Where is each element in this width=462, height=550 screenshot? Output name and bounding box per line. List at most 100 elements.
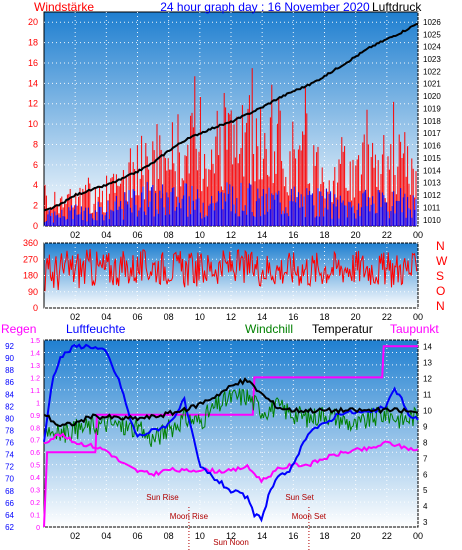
y-tick-label-pressure: 1023 — [423, 55, 441, 64]
y-tick-label-humidity: 86 — [5, 378, 14, 387]
y-tick-label-humidity: 66 — [5, 499, 14, 508]
y-tick-label-humidity: 76 — [5, 439, 14, 448]
y-tick-label-pressure: 1021 — [423, 80, 441, 89]
luftfeuchte-label: Luftfeuchte — [66, 322, 126, 336]
x-tick-label: 14 — [257, 531, 267, 541]
x-tick-label: 02 — [70, 312, 80, 322]
y-tick-label-direction: 270 — [23, 254, 38, 264]
y-tick-label-pressure: 1018 — [423, 117, 441, 126]
y-tick-label-pressure: 1017 — [423, 129, 441, 138]
x-tick-label: 14 — [257, 312, 267, 322]
y-tick-label-humidity: 90 — [5, 354, 14, 363]
y-tick-label-direction: 0 — [33, 303, 38, 313]
x-tick-label: 08 — [164, 531, 174, 541]
y-tick-label-humidity: 74 — [5, 451, 14, 460]
y-tick-label-temperature: 10 — [423, 406, 432, 415]
regen-label: Regen — [1, 322, 36, 336]
y-tick-label-temperature: 14 — [423, 342, 432, 351]
y-tick-label-humidity: 80 — [5, 414, 14, 423]
y-tick-label-temperature: 5 — [423, 486, 428, 495]
x-tick-label: 00 — [413, 531, 423, 541]
y-tick-label-humidity: 70 — [5, 475, 14, 484]
temperature-line — [43, 377, 419, 428]
y-tick-label-pressure: 1014 — [423, 166, 441, 175]
x-tick-label: 10 — [195, 230, 205, 240]
taupunkt-label: Taupunkt — [390, 322, 439, 336]
x-tick-label: 04 — [101, 230, 111, 240]
y-tick-label-rain: 1.4 — [30, 350, 40, 357]
x-tick-label: 22 — [382, 312, 392, 322]
x-tick-label: 18 — [319, 230, 329, 240]
y-tick-label-temperature: 7 — [423, 454, 428, 463]
windchill-line — [43, 388, 419, 447]
compass-letter: N — [436, 239, 445, 253]
y-tick-label-temperature: 8 — [423, 438, 428, 447]
y-tick-label-temperature: 3 — [423, 518, 428, 527]
y-tick-label-rain: 0.7 — [30, 438, 40, 445]
y-tick-label-rain: 1.2 — [30, 375, 40, 382]
y-tick-label-wind: 12 — [28, 99, 38, 109]
y-tick-label-rain: 0.1 — [30, 513, 40, 520]
y-tick-label-humidity: 64 — [5, 511, 14, 520]
y-tick-label-direction: 360 — [23, 238, 38, 248]
x-tick-label: 10 — [195, 531, 205, 541]
pressure-line — [43, 22, 419, 212]
x-tick-label: 22 — [382, 230, 392, 240]
y-tick-label-wind: 6 — [33, 160, 38, 170]
y-tick-label-temperature: 12 — [423, 374, 432, 383]
x-tick-label: 16 — [288, 531, 298, 541]
compass-letter: O — [436, 284, 445, 298]
y-tick-label-pressure: 1019 — [423, 104, 441, 113]
y-tick-label-temperature: 4 — [423, 502, 428, 511]
humidity-line — [43, 343, 419, 523]
x-tick-label: 08 — [164, 230, 174, 240]
dewpoint-line — [43, 432, 419, 484]
y-tick-label-wind: 2 — [33, 201, 38, 211]
luftdruck-label: Luftdruck — [372, 0, 422, 14]
event-label: Sun Set — [285, 493, 314, 502]
y-tick-label-direction: 90 — [28, 287, 38, 297]
compass-letter: S — [436, 269, 444, 283]
y-tick-label-rain: 1.5 — [30, 338, 40, 345]
y-tick-label-rain: 0.8 — [30, 425, 40, 432]
y-tick-label-temperature: 6 — [423, 470, 428, 479]
y-tick-label-pressure: 1013 — [423, 179, 441, 188]
x-tick-label: 12 — [226, 312, 236, 322]
y-tick-label-wind: 14 — [28, 78, 38, 88]
y-tick-label-pressure: 1010 — [423, 216, 441, 225]
y-tick-label-wind: 16 — [28, 58, 38, 68]
y-tick-label-rain: 1.1 — [30, 388, 40, 395]
x-tick-label: 20 — [351, 230, 361, 240]
x-tick-label: 10 — [195, 312, 205, 322]
y-tick-label-humidity: 62 — [5, 523, 14, 532]
y-tick-label-rain: 0.2 — [30, 500, 40, 507]
y-tick-label-direction: 180 — [23, 271, 38, 281]
chart-title: 24 hour graph day : 16 November 2020 — [160, 0, 370, 14]
y-tick-label-rain: 1.3 — [30, 363, 40, 370]
windchill-label: Windchill — [245, 322, 293, 336]
x-tick-label: 06 — [132, 531, 142, 541]
event-label: Sun Rise — [146, 493, 179, 502]
x-tick-label: 20 — [351, 531, 361, 541]
y-tick-label-humidity: 78 — [5, 426, 14, 435]
y-tick-label-humidity: 88 — [5, 366, 14, 375]
y-tick-label-rain: 1 — [36, 400, 40, 407]
y-tick-label-wind: 4 — [33, 180, 38, 190]
x-tick-label: 08 — [164, 312, 174, 322]
temperatur-label: Temperatur — [312, 322, 373, 336]
x-tick-label: 20 — [351, 312, 361, 322]
x-tick-label: 06 — [132, 230, 142, 240]
x-tick-label: 04 — [101, 531, 111, 541]
y-tick-label-wind: 0 — [33, 221, 38, 231]
event-label: Moon Rise — [170, 512, 209, 521]
y-tick-label-temperature: 13 — [423, 358, 432, 367]
y-tick-label-rain: 0.3 — [30, 488, 40, 495]
y-tick-label-pressure: 1016 — [423, 142, 441, 151]
x-tick-label: 22 — [382, 531, 392, 541]
x-tick-label: 00 — [413, 312, 423, 322]
event-label: Sun Noon — [213, 538, 249, 547]
x-tick-label: 04 — [101, 312, 111, 322]
x-tick-label: 14 — [257, 230, 267, 240]
x-tick-label: 02 — [70, 531, 80, 541]
